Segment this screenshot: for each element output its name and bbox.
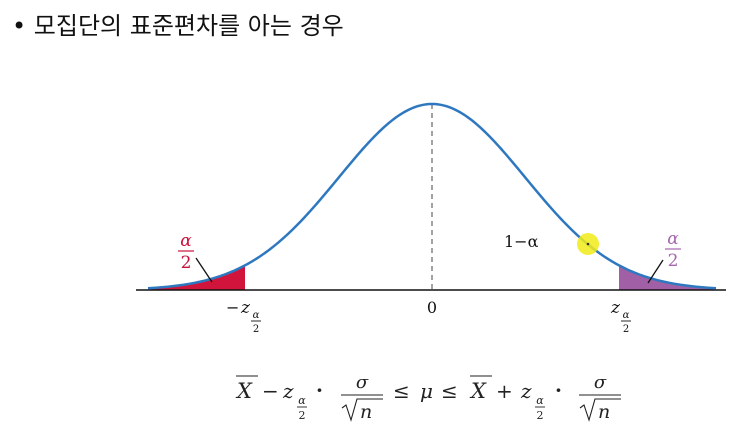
leq-right: ≤	[441, 379, 458, 403]
sqrt-right	[579, 398, 621, 422]
one-minus-alpha-label: 1−α	[504, 232, 539, 251]
sigma-left: σ	[356, 372, 369, 393]
neg-z-label: − z α 2	[226, 298, 261, 335]
xbar-right: X	[469, 379, 487, 403]
right-alpha: α	[667, 229, 679, 249]
left-two: 2	[181, 253, 192, 273]
neg-z-alpha: α	[253, 310, 260, 321]
right-pointer-line	[647, 259, 664, 284]
bullet: •	[12, 12, 27, 40]
minus-sign: −	[262, 379, 279, 403]
z-right-alpha: α	[536, 394, 544, 407]
leq-left: ≤	[393, 379, 410, 403]
z-left-two: 2	[299, 409, 306, 422]
title-text: 모집단의 표준편차를 아는 경우	[33, 12, 344, 40]
pos-z: z	[610, 298, 621, 318]
xbar-left: X	[235, 379, 253, 403]
neg-z: z	[240, 298, 251, 318]
confidence-interval-formula: X − z α 2 · σ n ≤ μ ≤ X + z α 2 · σ n	[235, 372, 621, 423]
neg-sign: −	[226, 298, 239, 317]
neg-z-two: 2	[253, 324, 259, 335]
sqrt-left	[341, 398, 383, 422]
z-right-two: 2	[537, 409, 544, 422]
sigma-right: σ	[594, 372, 607, 393]
n-left: n	[360, 401, 372, 423]
dot-right: ·	[555, 378, 562, 402]
right-two: 2	[668, 251, 679, 271]
left-tail-label: α 2	[178, 231, 194, 273]
pos-z-two: 2	[623, 324, 629, 335]
left-pointer-line	[195, 257, 213, 283]
dot-left: ·	[316, 378, 323, 402]
slide-title: • 모집단의 표준편차를 아는 경우	[12, 6, 344, 41]
z-right: z	[520, 379, 532, 403]
zero-label: 0	[427, 298, 437, 317]
right-tail-label: α 2	[665, 229, 681, 271]
plus-sign: +	[496, 379, 513, 403]
left-tail-area	[148, 265, 245, 290]
z-left-alpha: α	[298, 394, 306, 407]
n-right: n	[598, 401, 610, 423]
z-left: z	[282, 379, 294, 403]
left-alpha: α	[180, 231, 192, 251]
right-tail-area	[619, 265, 716, 290]
pos-z-alpha: α	[623, 310, 630, 321]
bell-curve	[147, 102, 717, 290]
cursor-point	[586, 242, 590, 246]
pos-z-label: z α 2	[610, 298, 631, 335]
mu: μ	[420, 379, 433, 403]
